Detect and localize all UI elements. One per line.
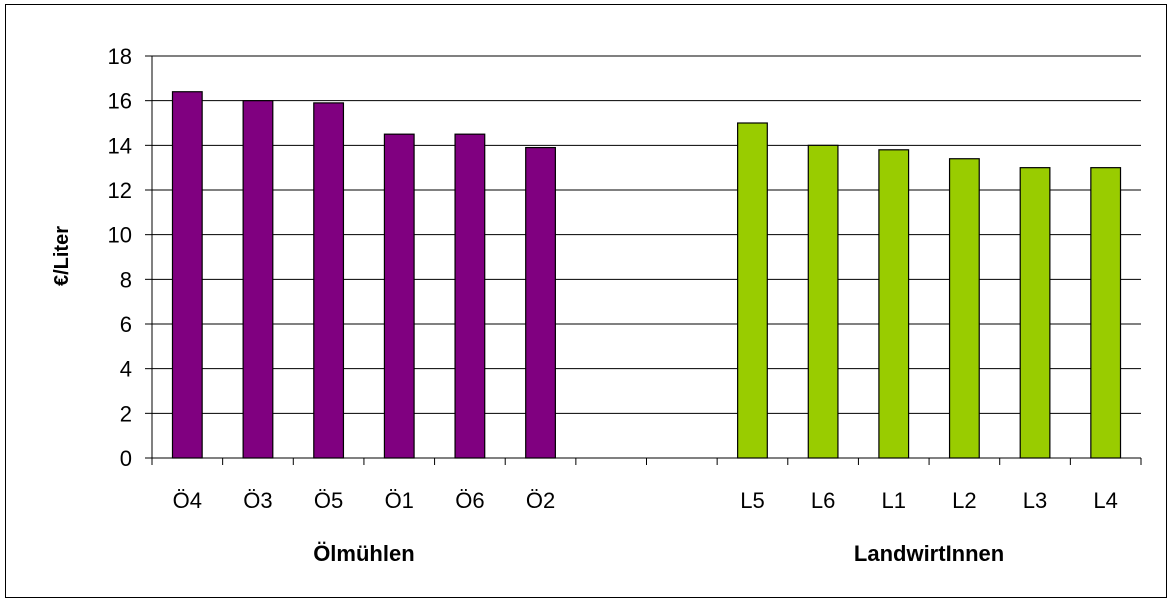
- y-tick-label: 10: [108, 223, 132, 248]
- x-tick-label: L6: [811, 488, 835, 513]
- bar-Ö3: [242, 100, 274, 459]
- bar-L4: [1090, 167, 1122, 459]
- x-tick-label: Ö3: [243, 488, 272, 513]
- y-tick-label: 8: [120, 267, 132, 292]
- y-tick-label: 16: [108, 89, 132, 114]
- x-tick-label: L1: [882, 488, 906, 513]
- x-tick-label: Ö2: [526, 488, 555, 513]
- bar-Ö1: [383, 133, 415, 459]
- bar-Ö2: [525, 146, 556, 459]
- bar-L6: [807, 144, 839, 459]
- x-tick-label: Ö4: [173, 488, 202, 513]
- group-label: Ölmühlen: [313, 541, 414, 566]
- y-tick-label: 4: [120, 357, 132, 382]
- y-tick-label: 18: [108, 44, 132, 69]
- bar-Ö6: [454, 133, 486, 459]
- chart-frame: [5, 4, 1167, 598]
- y-tick-label: 14: [108, 133, 132, 158]
- y-axis-title: €/Liter: [51, 226, 73, 286]
- x-tick-label: L4: [1093, 488, 1117, 513]
- bars: [171, 91, 1122, 459]
- axes: [145, 55, 1142, 465]
- y-tick-label: 12: [108, 178, 132, 203]
- bar-L5: [737, 122, 768, 459]
- y-tick-label: 0: [120, 446, 132, 471]
- bar-L3: [1019, 167, 1051, 459]
- x-tick-label: Ö6: [455, 488, 484, 513]
- x-tick-label: L3: [1023, 488, 1047, 513]
- x-tick-label: Ö5: [314, 488, 343, 513]
- bar-L2: [948, 158, 980, 459]
- bar-L1: [878, 149, 910, 459]
- labels: 0 2 4 6 8 10 12 14 16 18 Ö4 Ö3 Ö5 Ö1 Ö6 Ö2 Ölmühlen L5 L6 L…: [108, 44, 1118, 566]
- x-tick-label: L5: [740, 488, 764, 513]
- y-tick-label: 6: [120, 312, 132, 337]
- bar-Ö4: [171, 91, 203, 459]
- group-label: LandwirtInnen: [854, 541, 1004, 566]
- bar-Ö5: [313, 102, 345, 459]
- x-tick-label: Ö1: [385, 488, 414, 513]
- x-tick-label: L2: [952, 488, 976, 513]
- y-tick-label: 2: [120, 401, 132, 426]
- gridlines: [152, 55, 1141, 414]
